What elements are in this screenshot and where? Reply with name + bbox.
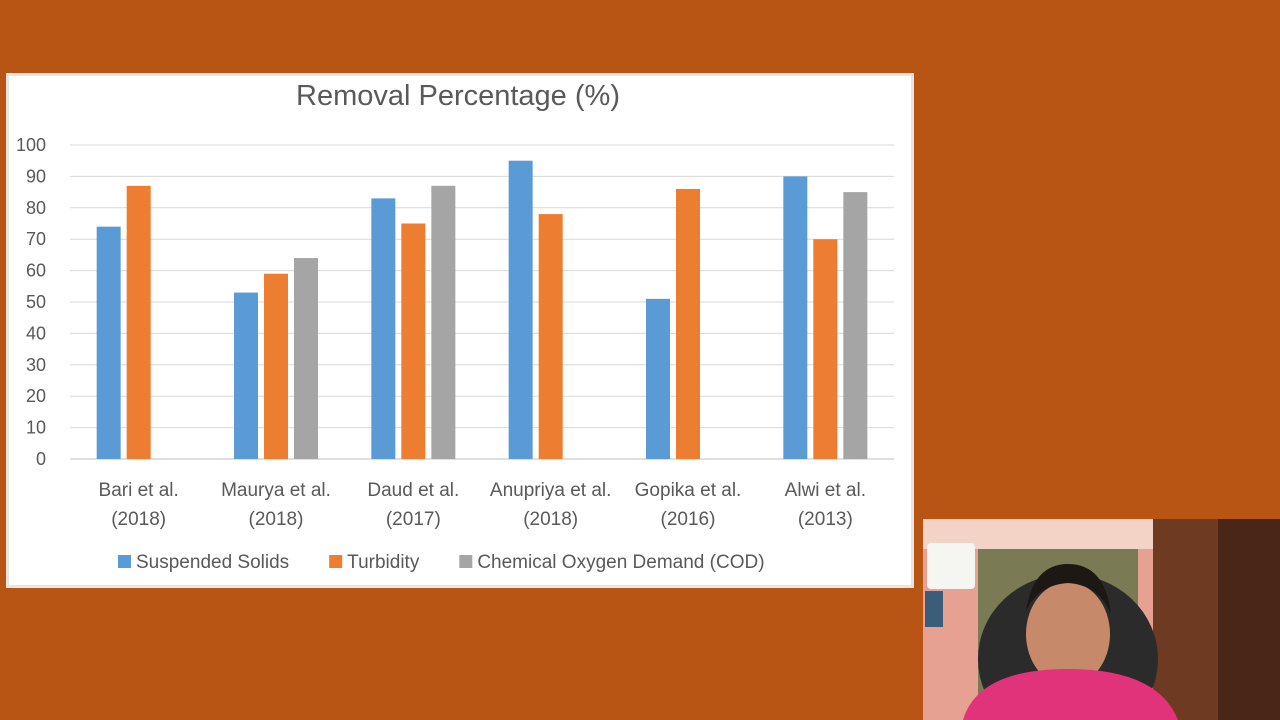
bar-suspended-solids	[234, 292, 258, 459]
legend-swatch	[459, 555, 473, 568]
legend-label: Chemical Oxygen Demand (COD)	[477, 552, 764, 573]
legend-label: Suspended Solids	[136, 552, 289, 573]
bar-suspended-solids	[96, 226, 121, 459]
bar-chemical-oxygen-demand-cod-	[431, 185, 456, 459]
bar-turbidity	[126, 185, 151, 459]
bar-turbidity	[264, 273, 288, 459]
x-tick-label: (2017)	[386, 509, 441, 530]
y-tick-label: 30	[26, 355, 46, 375]
y-tick-label: 70	[26, 229, 46, 249]
bar-suspended-solids	[646, 298, 670, 459]
y-tick-label: 80	[26, 198, 46, 218]
y-tick-label: 20	[26, 386, 46, 406]
x-tick-label: (2018)	[111, 509, 166, 530]
legend-label: Turbidity	[347, 552, 420, 573]
x-tick-label: (2018)	[249, 509, 304, 530]
y-tick-label: 60	[26, 261, 46, 281]
y-tick-label: 90	[26, 166, 46, 186]
x-tick-label: (2016)	[661, 509, 716, 530]
bar-chemical-oxygen-demand-cod-	[294, 258, 318, 459]
chart-title: Removal Percentage (%)	[296, 80, 620, 112]
x-tick-label: Bari et al.	[99, 480, 179, 501]
y-tick-label: 10	[26, 418, 46, 438]
x-tick-label: Alwi et al.	[785, 480, 866, 501]
x-tick-label: (2018)	[523, 509, 578, 530]
bar-chart: Removal Percentage (%) 0 10 20 30 40 50 60 70 80 9…	[16, 80, 894, 573]
bar-chemical-oxygen-demand-cod-	[843, 192, 868, 459]
legend-swatch	[329, 555, 343, 568]
bar-suspended-solids	[508, 160, 533, 459]
bar-suspended-solids	[783, 176, 808, 459]
bar-turbidity	[538, 214, 563, 459]
webcam-video	[923, 519, 1280, 720]
y-tick-label: 100	[16, 135, 46, 155]
x-tick-label: Gopika et al.	[635, 480, 742, 501]
x-tick-label: (2013)	[798, 509, 853, 530]
y-tick-label: 40	[26, 323, 46, 343]
y-tick-label: 0	[36, 449, 46, 469]
bar-suspended-solids	[371, 198, 396, 459]
bar-turbidity	[401, 223, 426, 459]
legend-swatch	[118, 555, 131, 568]
y-tick-label: 50	[26, 292, 46, 312]
x-tick-label: Anupriya et al.	[490, 480, 611, 501]
chart-slide: Removal Percentage (%) 0 10 20 30 40 50 60 70 80 9…	[6, 73, 914, 588]
bar-turbidity	[676, 188, 700, 459]
bar-turbidity	[813, 239, 838, 459]
x-tick-label: Maurya et al.	[221, 480, 331, 501]
x-tick-label: Daud et al.	[367, 480, 459, 501]
